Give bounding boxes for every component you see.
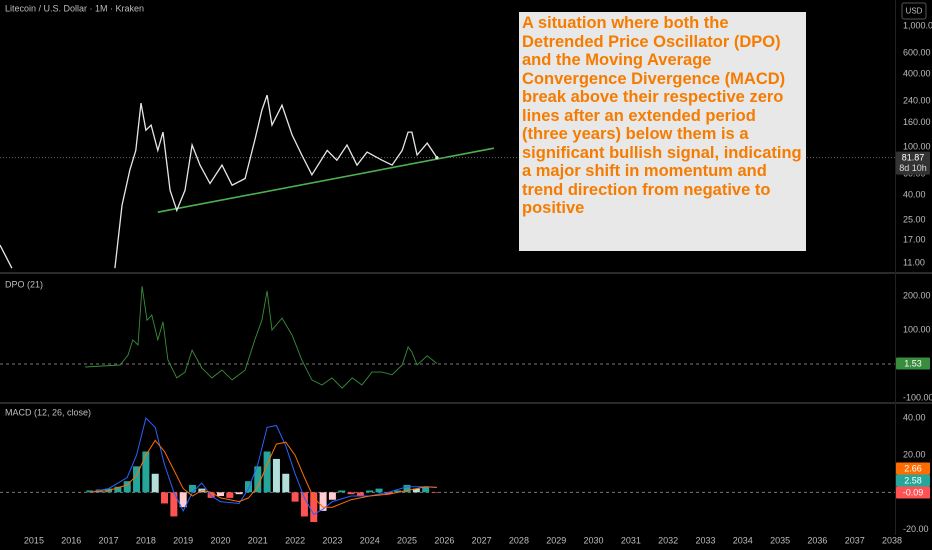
histogram-bar xyxy=(347,492,355,495)
y-tick-label: 400.00 xyxy=(903,69,931,79)
x-tick-label: 2015 xyxy=(24,535,44,545)
histogram-bar xyxy=(291,492,299,502)
histogram-bar xyxy=(338,490,346,493)
x-tick-label: 2023 xyxy=(322,535,342,545)
x-tick-label: 2029 xyxy=(546,535,566,545)
annotation-box: A situation where both the Detrended Pri… xyxy=(519,12,806,251)
y-tick-label: -20.00 xyxy=(903,524,929,534)
x-tick-label: 2031 xyxy=(621,535,641,545)
y-tick-label: 160.00 xyxy=(903,117,931,127)
last-value-box xyxy=(896,486,930,499)
macd-line xyxy=(89,417,437,516)
y-tick-label: 200.00 xyxy=(903,290,931,300)
x-tick-label: 2020 xyxy=(210,535,230,545)
symbol-title: Litecoin / U.S. Dollar · 1M · Kraken xyxy=(5,3,144,13)
y-tick-label: 40.00 xyxy=(903,412,926,422)
x-tick-label: 2016 xyxy=(61,535,81,545)
x-tick-label: 2024 xyxy=(360,535,380,545)
last-price-box xyxy=(896,151,930,175)
x-tick-label: 2034 xyxy=(733,535,753,545)
x-tick-label: 2019 xyxy=(173,535,193,545)
y-tick-label: -100.00 xyxy=(903,392,932,402)
x-tick-label: 2017 xyxy=(99,535,119,545)
x-tick-label: 2027 xyxy=(472,535,492,545)
histogram-bar xyxy=(282,473,290,493)
histogram-bar xyxy=(235,492,243,495)
last-value-box xyxy=(896,357,930,370)
last-value: 1.53 xyxy=(904,358,922,368)
x-tick-label: 2026 xyxy=(434,535,454,545)
x-tick-label: 2028 xyxy=(509,535,529,545)
histogram-bar xyxy=(86,490,94,493)
price-line xyxy=(0,94,438,269)
macd-line xyxy=(89,439,437,508)
x-tick-label: 2018 xyxy=(136,535,156,545)
x-tick-label: 2030 xyxy=(584,535,604,545)
x-tick-label: 2022 xyxy=(285,535,305,545)
y-tick-label: 25.00 xyxy=(903,214,926,224)
x-tick-label: 2032 xyxy=(658,535,678,545)
pane-title: MACD (12, 26, close) xyxy=(5,407,91,417)
histogram-bar xyxy=(263,451,271,493)
currency-box[interactable] xyxy=(901,2,927,20)
x-tick-label: 2037 xyxy=(845,535,865,545)
histogram-bar xyxy=(244,481,252,493)
histogram-bar xyxy=(189,484,197,493)
histogram-bar xyxy=(319,492,327,511)
histogram-bar xyxy=(431,492,439,493)
y-tick-label: 1,000.00 xyxy=(903,20,932,30)
histogram-bar xyxy=(114,486,122,493)
histogram-bar xyxy=(375,488,383,493)
histogram-bar xyxy=(133,466,141,493)
histogram-bar xyxy=(422,486,430,493)
histogram-bar xyxy=(179,492,187,508)
histogram-bar xyxy=(254,466,262,493)
y-tick-label: 20.00 xyxy=(903,450,926,460)
x-tick-label: 2033 xyxy=(695,535,715,545)
histogram-bar xyxy=(272,458,280,493)
histogram-bar xyxy=(151,473,159,493)
histogram-bar xyxy=(216,492,224,497)
last-value: 2.58 xyxy=(904,475,922,485)
pane-title: DPO (21) xyxy=(5,279,43,289)
histogram-bar xyxy=(226,492,234,498)
histogram-bar xyxy=(394,490,402,493)
histogram-bar xyxy=(356,492,364,497)
histogram-bar xyxy=(412,488,420,493)
last-point xyxy=(435,156,439,160)
y-tick-label: 17.00 xyxy=(903,235,926,245)
last-value-box xyxy=(896,474,930,487)
x-tick-label: 2038 xyxy=(882,535,902,545)
x-tick-label: 2036 xyxy=(807,535,827,545)
currency[interactable]: USD xyxy=(906,7,923,16)
histogram-bar xyxy=(142,451,150,493)
last-value-box xyxy=(896,462,930,475)
histogram-bar xyxy=(123,481,131,493)
x-tick-label: 2035 xyxy=(770,535,790,545)
last-value: 2.66 xyxy=(904,463,922,473)
histogram-bar xyxy=(384,492,392,495)
histogram-bar xyxy=(300,492,308,517)
histogram-bar xyxy=(161,492,169,504)
y-tick-label: 40.00 xyxy=(903,190,926,200)
y-tick-label: 100.00 xyxy=(903,141,931,151)
y-tick-label: 600.00 xyxy=(903,47,931,57)
y-tick-label: 11.00 xyxy=(903,258,925,268)
x-tick-label: 2021 xyxy=(248,535,268,545)
histogram-bar xyxy=(366,490,374,493)
x-tick-label: 2025 xyxy=(397,535,417,545)
histogram-bar xyxy=(403,484,411,493)
histogram-bar xyxy=(310,492,318,523)
y-tick-label: 100.00 xyxy=(903,324,931,334)
trendline xyxy=(157,147,495,213)
countdown: 8d 10h xyxy=(899,163,927,173)
last-value: -0.09 xyxy=(903,487,924,497)
y-tick-label: 240.00 xyxy=(903,95,931,105)
price-line xyxy=(85,286,438,389)
last-price: 81.87 xyxy=(902,152,925,162)
histogram-bar xyxy=(328,492,336,500)
histogram-bar xyxy=(170,492,178,517)
